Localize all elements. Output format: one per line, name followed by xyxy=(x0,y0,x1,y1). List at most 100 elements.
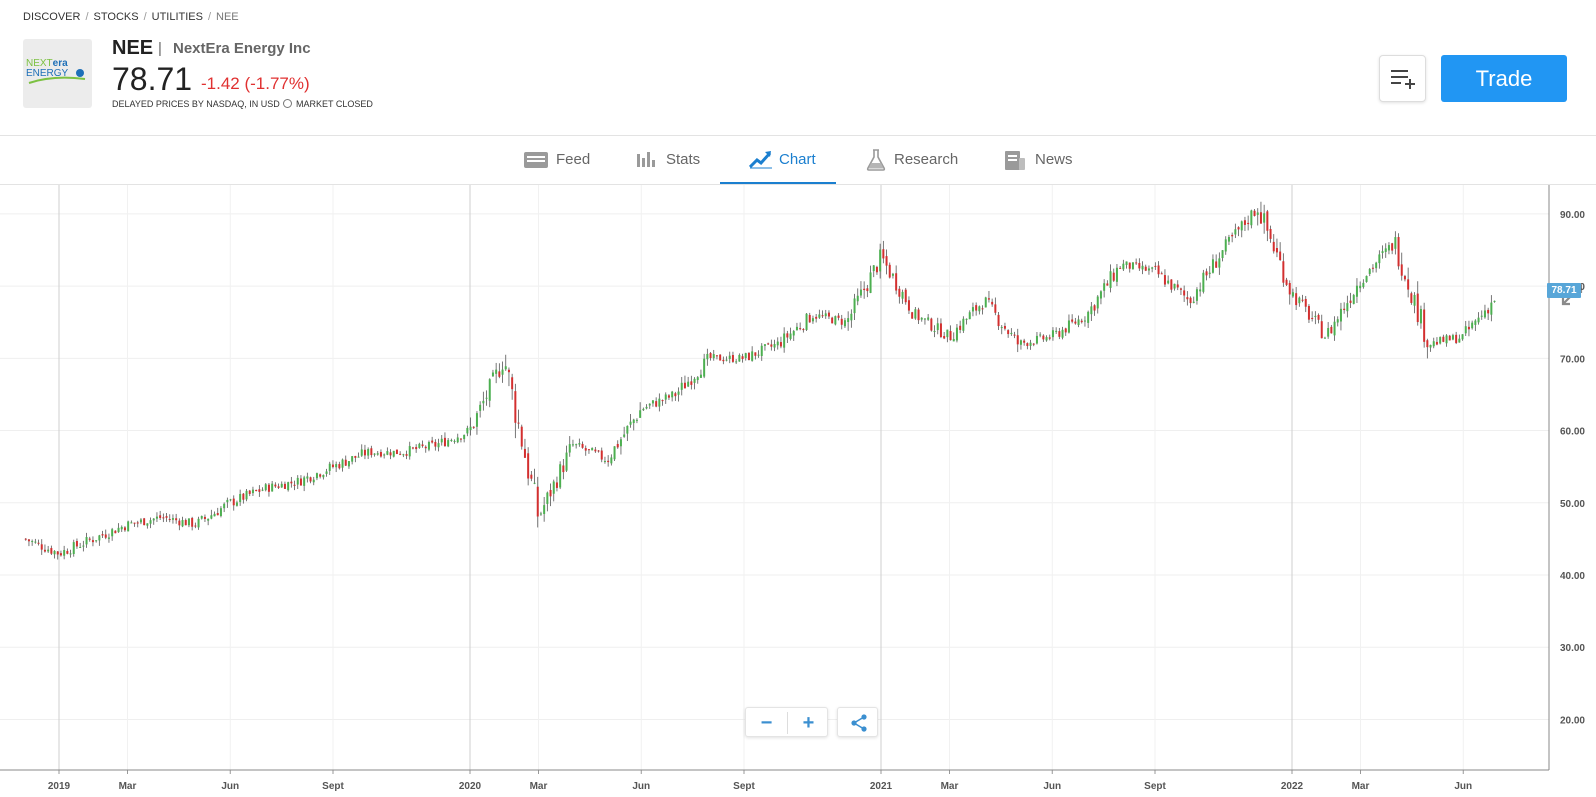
candle-up xyxy=(1381,251,1384,253)
candle-up xyxy=(469,426,472,431)
breadcrumb-stocks[interactable]: STOCKS xyxy=(93,11,139,23)
price-chart[interactable]: 90.0080.0070.0060.0050.0040.0030.0020.00… xyxy=(0,185,1596,797)
breadcrumb-utilities[interactable]: UTILITIES xyxy=(151,11,203,23)
candle-up xyxy=(146,523,149,526)
candle-up xyxy=(965,318,968,320)
x-tick-label: Mar xyxy=(530,781,548,792)
candle-down xyxy=(309,477,312,482)
candle-down xyxy=(530,474,533,479)
candle-up xyxy=(392,450,395,457)
trend-chart-icon xyxy=(749,151,772,169)
candle-up xyxy=(920,317,923,320)
candle-up xyxy=(139,519,142,523)
candle-up xyxy=(591,447,594,451)
candle-down xyxy=(1435,341,1438,345)
candle-up xyxy=(1378,254,1381,264)
market-status: MARKET CLOSED xyxy=(283,99,373,109)
candle-down xyxy=(1205,271,1208,276)
candle-down xyxy=(162,517,165,519)
candle-up xyxy=(1394,237,1397,249)
candle-up xyxy=(1051,330,1054,338)
share-button[interactable] xyxy=(837,707,878,737)
candle-down xyxy=(523,448,526,458)
candle-up xyxy=(773,344,776,348)
candle-up xyxy=(213,513,216,517)
candle-down xyxy=(216,513,219,516)
candle-up xyxy=(479,404,482,411)
candle-up xyxy=(651,400,654,404)
candle-up xyxy=(789,333,792,339)
candle-down xyxy=(917,309,920,321)
candle-down xyxy=(1301,299,1304,301)
tab-stats[interactable]: Stats xyxy=(636,136,708,184)
y-tick-label: 50.00 xyxy=(1560,499,1585,510)
x-tick-label: Mar xyxy=(941,781,959,792)
candle-down xyxy=(248,490,251,494)
candle-up xyxy=(303,477,306,486)
x-tick-label: Jun xyxy=(632,781,650,792)
candle-down xyxy=(370,448,373,456)
candle-down xyxy=(683,382,686,389)
breadcrumb-discover[interactable]: DISCOVER xyxy=(23,11,81,23)
candle-up xyxy=(1122,263,1125,270)
candle-up xyxy=(859,289,862,296)
candle-up xyxy=(418,443,421,448)
candlestick-chart[interactable]: 90.0080.0070.0060.0050.0040.0030.0020.00… xyxy=(0,185,1596,797)
candle-up xyxy=(744,353,747,359)
candle-up xyxy=(325,471,328,474)
trade-button[interactable]: Trade xyxy=(1441,55,1567,102)
candle-down xyxy=(930,318,933,331)
candle-up xyxy=(357,456,360,458)
candle-down xyxy=(1042,335,1045,340)
candle-down xyxy=(690,381,693,385)
add-to-watchlist-button[interactable] xyxy=(1379,55,1426,102)
candle-up xyxy=(664,394,667,400)
candle-down xyxy=(258,489,261,492)
candle-down xyxy=(655,401,658,407)
candle-down xyxy=(821,315,824,317)
candle-down xyxy=(1407,279,1410,290)
candle-down xyxy=(975,305,978,311)
candle-down xyxy=(1170,279,1173,290)
candle-down xyxy=(1074,321,1077,324)
tab-news[interactable]: News xyxy=(1004,136,1084,184)
candle-down xyxy=(719,354,722,361)
candle-down xyxy=(1288,282,1291,295)
tab-chart[interactable]: Chart xyxy=(749,136,821,184)
candle-down xyxy=(840,318,843,325)
breadcrumb-current: NEE xyxy=(216,11,239,23)
candle-down xyxy=(709,353,712,359)
candle-up xyxy=(603,460,606,462)
tab-feed[interactable]: Feed xyxy=(523,136,595,184)
x-tick-label: Mar xyxy=(119,781,137,792)
y-tick-label: 90.00 xyxy=(1560,210,1585,221)
candle-up xyxy=(869,272,872,293)
candle-up xyxy=(1192,301,1195,303)
y-tick-label: 70.00 xyxy=(1560,354,1585,365)
candle-down xyxy=(75,541,78,547)
zoom-in-button[interactable]: + xyxy=(802,712,815,734)
candle-down xyxy=(405,454,408,456)
candle-up xyxy=(1483,310,1486,318)
zoom-controls: − + xyxy=(745,707,828,737)
candle-down xyxy=(911,312,914,319)
candle-up xyxy=(1445,335,1448,344)
zoom-out-button[interactable]: − xyxy=(760,712,773,734)
candle-up xyxy=(1240,221,1243,231)
flask-icon xyxy=(866,149,886,171)
candle-up xyxy=(575,444,578,446)
newspaper-icon xyxy=(1005,151,1025,170)
y-tick-label: 20.00 xyxy=(1560,715,1585,726)
candle-up xyxy=(98,535,101,541)
tab-research[interactable]: Research xyxy=(866,136,966,184)
candle-down xyxy=(1186,297,1189,300)
candle-down xyxy=(1259,212,1262,224)
candle-down xyxy=(587,449,590,451)
candle-up xyxy=(1151,267,1154,269)
candle-up xyxy=(335,464,338,468)
candle-up xyxy=(34,541,37,543)
candle-up xyxy=(751,351,754,361)
candle-up xyxy=(1099,291,1102,299)
company-logo: NEXTera ENERGY xyxy=(23,39,92,108)
candle-up xyxy=(1413,294,1416,306)
